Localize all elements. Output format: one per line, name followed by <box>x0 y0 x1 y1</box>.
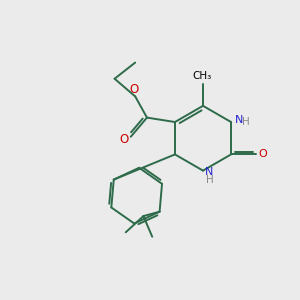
Text: N: N <box>235 115 244 125</box>
Text: H: H <box>206 175 213 185</box>
Text: O: O <box>120 133 129 146</box>
Text: H: H <box>242 117 250 127</box>
Text: O: O <box>129 83 138 96</box>
Text: O: O <box>258 149 267 159</box>
Text: CH₃: CH₃ <box>193 70 212 80</box>
Text: N: N <box>205 167 214 177</box>
